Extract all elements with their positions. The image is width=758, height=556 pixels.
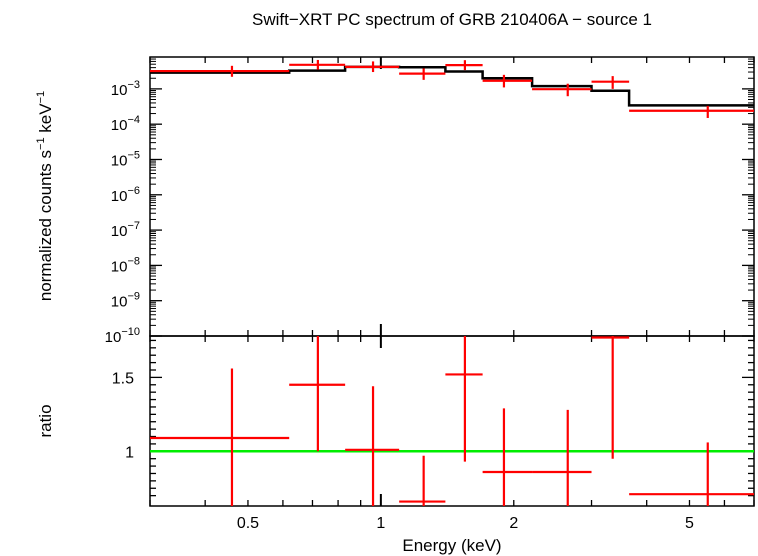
x-tick-label: 2 (509, 515, 518, 532)
y-tick-label-exponent: −5 (127, 149, 140, 161)
x-tick-label: 5 (685, 515, 694, 532)
y-tick-label: 10−3 (111, 79, 140, 99)
ratio-data-point (150, 368, 290, 506)
y-tick-label-exponent: −4 (127, 114, 140, 126)
energy-xtick-labels: 0.5 1 2 5 (237, 515, 694, 532)
y-tick-label: 10−10 (105, 326, 140, 346)
ratio-data-point (482, 408, 533, 506)
y-tick-label: 1.5 (112, 370, 134, 387)
spectrum-data-point (399, 68, 446, 80)
spectrum-data-point (482, 74, 533, 88)
ratio-data-point (532, 409, 592, 506)
ratio-data-point (345, 386, 400, 506)
y-tick-label-exponent: −7 (127, 220, 140, 232)
spectrum-axis-ticks (149, 56, 755, 337)
y-tick-label-exponent: −10 (121, 326, 140, 338)
ylabel-sup-1: −1 (35, 137, 47, 150)
ratio-data-layer (150, 336, 754, 506)
ratio-data-point (629, 442, 754, 506)
y-tick-label: 10−4 (111, 114, 140, 134)
spectrum-ytick-labels: 10−310−410−510−610−710−810−910−10 (105, 79, 140, 346)
spectrum-data-point (591, 76, 630, 89)
y-tick-label: 10−7 (111, 220, 140, 240)
y-tick-label: 1 (125, 444, 134, 461)
y-tick-label: 10−5 (111, 149, 140, 169)
y-tick-label: 10−9 (111, 291, 140, 311)
ratio-axis-ticks (149, 336, 755, 506)
y-tick-label: 10−6 (111, 185, 140, 205)
y-tick-label-base: 10 (111, 258, 128, 275)
ylabel-main-text: normalized counts s (36, 150, 55, 301)
y-tick-label-base: 10 (111, 152, 128, 169)
spectrum-data-point (629, 105, 754, 118)
chart-title: Swift−XRT PC spectrum of GRB 210406A − s… (252, 10, 652, 29)
y-tick-label-base: 10 (105, 329, 122, 346)
spectrum-data-point (532, 83, 592, 97)
x-tick-label: 1 (376, 515, 385, 532)
ratio-data-point (591, 336, 630, 459)
x-tick-label: 0.5 (237, 515, 259, 532)
spectrum-data-point (150, 65, 290, 77)
y-tick-label-exponent: −6 (127, 185, 140, 197)
spectrum-data-point (345, 61, 400, 73)
ratio-data-point (445, 336, 483, 462)
model-step-line (150, 65, 754, 107)
y-tick-label-exponent: −9 (127, 291, 140, 303)
spectrum-data-point (445, 60, 483, 71)
y-tick-label-base: 10 (111, 188, 128, 205)
ylabel-sup-2: −1 (35, 91, 47, 104)
ratio-data-point (399, 455, 446, 506)
ratio-y-axis-label: ratio (36, 404, 55, 437)
y-tick-label: 10−8 (111, 255, 140, 275)
spectrum-data-point (289, 59, 346, 70)
y-tick-label-exponent: −8 (127, 255, 140, 267)
spectrum-y-axis-label: normalized counts s−1 keV−1 (35, 91, 55, 301)
y-tick-label-base: 10 (111, 294, 128, 311)
y-tick-label-exponent: −3 (127, 79, 140, 91)
ratio-panel-frame (149, 335, 755, 507)
ratio-ytick-labels: 11.5 (112, 370, 134, 461)
y-tick-label-base: 10 (111, 117, 128, 134)
y-tick-label-base: 10 (111, 82, 128, 99)
model-step-layer (150, 65, 754, 107)
ylabel-keV: keV (36, 103, 55, 138)
spectrum-data-layer (150, 59, 754, 118)
ratio-data-point (289, 336, 346, 452)
y-tick-label-base: 10 (111, 223, 128, 240)
energy-x-axis-label: Energy (keV) (402, 536, 501, 555)
spectrum-panel-frame (149, 56, 755, 337)
